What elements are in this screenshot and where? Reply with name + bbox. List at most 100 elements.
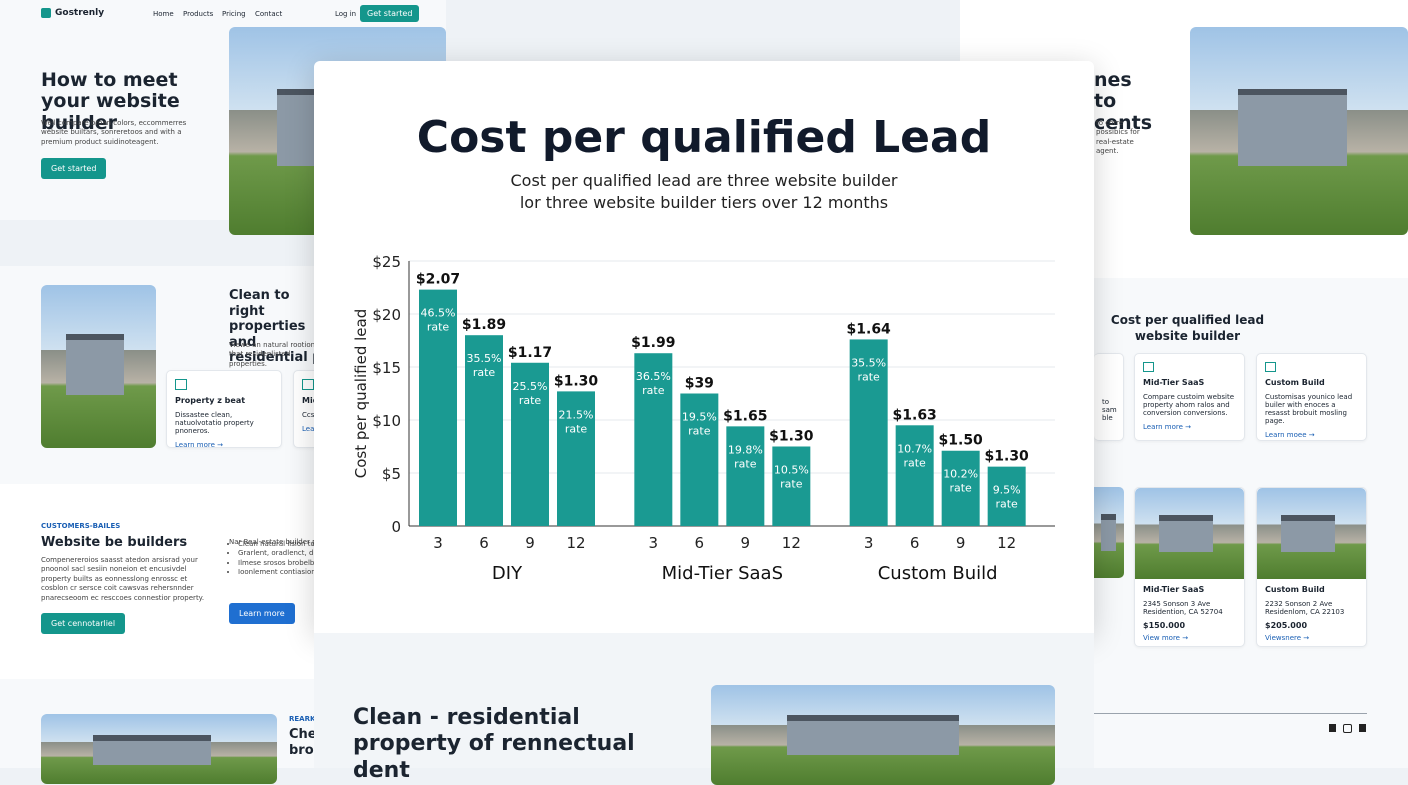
rate-label: 19.8% rate xyxy=(728,443,763,470)
nav-link[interactable]: Pricing xyxy=(222,10,246,18)
x-tick-label: 12 xyxy=(997,534,1016,552)
panel-title: Cost per qualified lead website builder xyxy=(1110,313,1265,344)
eyebrow: REARKI xyxy=(289,715,319,723)
section-cta[interactable]: Get cennotarliel xyxy=(41,613,126,634)
listing-link[interactable]: Viewsnere → xyxy=(1265,634,1310,642)
house-photo xyxy=(1094,487,1124,578)
x-tick-label: 9 xyxy=(741,534,751,552)
rate-label: 46.5% rate xyxy=(421,307,456,334)
y-tick-label: $5 xyxy=(382,465,401,483)
hero-cta[interactable]: Get started xyxy=(41,158,107,179)
card-title: Custom Build xyxy=(1265,378,1325,387)
listing-card[interactable]: Custom Build 2232 Sonson 2 Ave Residenlom… xyxy=(1256,487,1367,647)
list-item: Ioonlement contiasion. xyxy=(238,568,325,577)
login-link[interactable]: Log in xyxy=(335,10,357,18)
x-tick-label: 9 xyxy=(956,534,966,552)
card-link[interactable]: Learn more → xyxy=(175,441,224,449)
feature-card[interactable]: Property z beat Dissastee clean, natuolvo… xyxy=(166,370,282,449)
price-label: $1.30 xyxy=(769,429,814,445)
hero-title: How to meet your website builder xyxy=(41,69,180,134)
bar xyxy=(680,393,719,526)
rate-label: 25.5% rate xyxy=(513,380,548,407)
logo xyxy=(41,8,51,18)
listing-title: Mid-Tier SaaS xyxy=(1143,585,1205,594)
y-axis-label: Cost per qualified lead xyxy=(352,309,370,478)
section-title: Website be builders xyxy=(41,535,188,550)
price-label: $1.99 xyxy=(631,335,675,351)
social-icons xyxy=(1329,724,1366,733)
hero-body: to corre possibics for real-estate agent… xyxy=(1096,119,1140,156)
card-body: to sam ble xyxy=(1102,398,1117,422)
group-label: DIY xyxy=(492,563,523,584)
icon[interactable] xyxy=(1329,724,1336,732)
rate-label: 10.7% rate xyxy=(897,442,932,469)
y-tick-label: $20 xyxy=(372,306,401,324)
chart: 0 $5 $10 $15 $20 $25 Cost per qualified lead 3 $… xyxy=(352,253,1055,584)
card-link[interactable]: Learn more → xyxy=(1143,423,1192,431)
icon xyxy=(1265,362,1276,372)
learn-more-button[interactable]: Learn more xyxy=(229,603,295,624)
x-tick-label: 12 xyxy=(566,534,585,552)
listing-price: $205.000 xyxy=(1265,621,1308,630)
bar xyxy=(772,446,811,526)
icon[interactable] xyxy=(1343,724,1352,733)
card-title: Mid xyxy=(302,396,319,405)
listing-link[interactable]: View more → xyxy=(1143,634,1189,642)
listing-card[interactable]: Mid-Tier SaaS 2345 Sonson 3 Ave Residenti… xyxy=(1134,487,1245,647)
section-title: Clean to right properties and residentia… xyxy=(229,288,328,366)
chart-subtitle: Cost per qualified lead are three websit… xyxy=(510,171,898,213)
x-tick-label: 3 xyxy=(433,534,443,552)
rate-label: 35.5% rate xyxy=(467,352,502,379)
card-body: Compare custoim website property ahom ra… xyxy=(1143,393,1235,417)
house-photo xyxy=(41,285,156,448)
icon xyxy=(302,379,314,390)
y-tick-label: $10 xyxy=(372,412,401,430)
nav-link[interactable]: Products xyxy=(183,10,214,18)
price-label: $39 xyxy=(685,376,714,392)
listing-title: Custom Build xyxy=(1265,585,1325,594)
y-tick-label: $15 xyxy=(372,359,401,377)
x-tick-label: 6 xyxy=(910,534,920,552)
bar xyxy=(987,466,1026,526)
bar xyxy=(557,391,595,526)
price-label: $2.07 xyxy=(416,272,460,288)
brand: Gostrenly xyxy=(55,8,105,18)
card-body: Dissastee clean, natuolvotatio property … xyxy=(175,411,254,435)
house-photo xyxy=(41,714,277,784)
house-photo xyxy=(1190,27,1408,235)
price-label: $1.50 xyxy=(939,433,984,449)
y-tick-label: $25 xyxy=(372,253,401,271)
price-label: $1.64 xyxy=(847,321,892,337)
x-tick-label: 6 xyxy=(695,534,705,552)
list-item: Ilmese srosos brobelbon xyxy=(238,559,325,568)
x-tick-label: 6 xyxy=(479,534,489,552)
card-link[interactable]: Learn moee → xyxy=(1265,431,1315,439)
card-link[interactable]: Lea xyxy=(302,425,315,433)
listing-price: $150.000 xyxy=(1143,621,1186,630)
bar xyxy=(895,425,934,526)
price-label: $1.89 xyxy=(462,317,506,333)
feature-card[interactable]: Mid-Tier SaaS Compare custoim website pro… xyxy=(1134,353,1245,441)
icon[interactable] xyxy=(1359,724,1366,732)
nav-cta[interactable]: Get started xyxy=(360,5,420,22)
section-title: Clean - residential property of rennectu… xyxy=(353,705,635,783)
rate-label: 10.5% rate xyxy=(774,464,809,491)
price-label: $1.30 xyxy=(985,449,1030,465)
card-title: Property z beat xyxy=(175,396,246,405)
nav-link[interactable]: Home xyxy=(153,10,174,18)
chart-title: Cost per qualified Lead xyxy=(416,112,992,163)
rate-label: 10.2% rate xyxy=(943,468,978,495)
icon xyxy=(175,379,187,390)
card-body: Customisas younico lead builer with enoc… xyxy=(1265,393,1353,425)
bar xyxy=(419,289,457,526)
group-label: Mid-Tier SaaS xyxy=(662,563,783,584)
price-label: $1.30 xyxy=(554,373,599,389)
house-photo xyxy=(1135,488,1244,579)
list-item: Clean natural lision toc xyxy=(238,540,325,549)
rate-label: 21.5% rate xyxy=(559,408,594,435)
bar xyxy=(941,450,980,526)
footer-rule xyxy=(1094,713,1367,714)
nav-link[interactable]: Contact xyxy=(255,10,283,18)
feature-card[interactable]: Custom Build Customisas younico lead buil… xyxy=(1256,353,1367,441)
feature-card-stub: to sam ble xyxy=(1094,353,1124,441)
